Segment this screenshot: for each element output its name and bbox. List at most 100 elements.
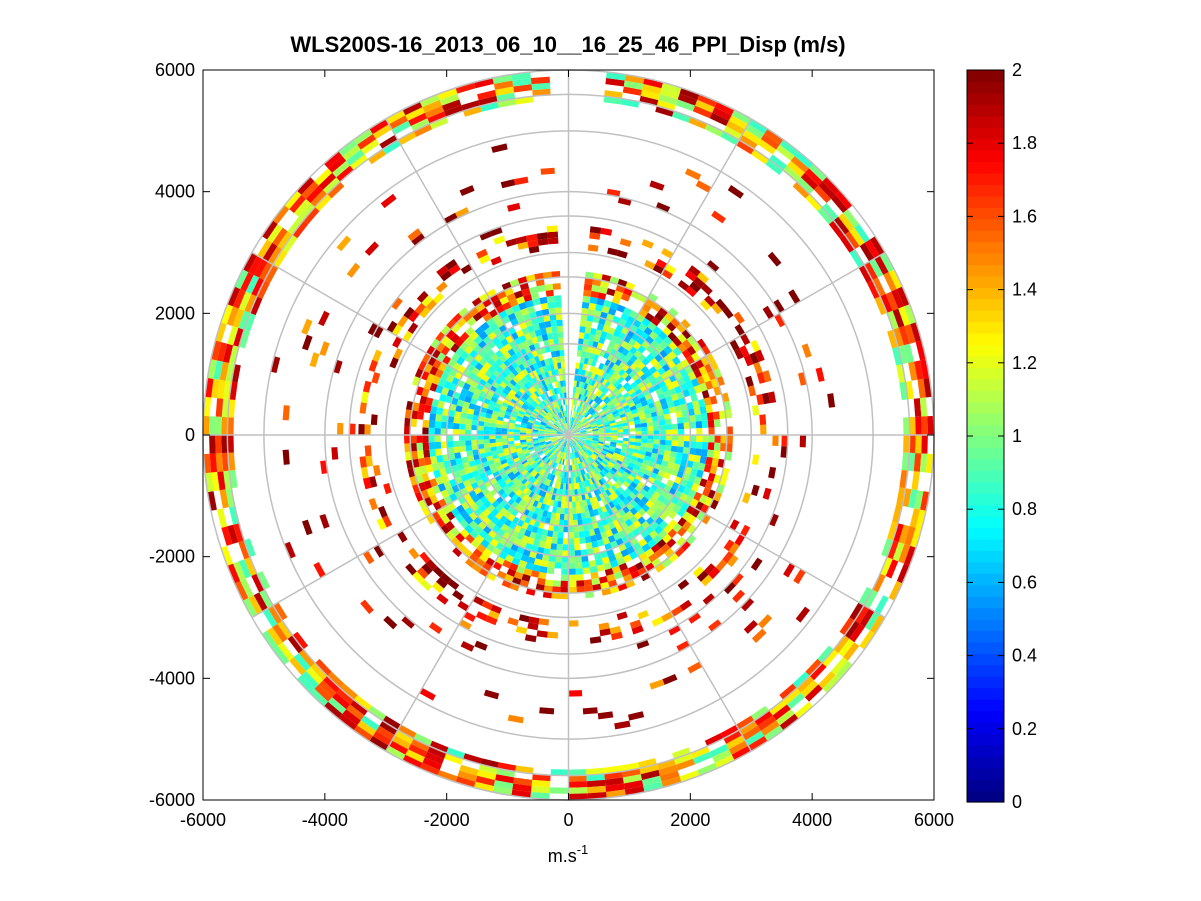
data-cell	[547, 452, 553, 458]
data-cell	[471, 297, 483, 307]
data-cell	[690, 393, 698, 402]
data-cell	[428, 435, 435, 443]
data-cell	[640, 496, 649, 505]
data-cell	[550, 454, 556, 461]
data-cell	[538, 321, 546, 330]
data-cell	[604, 426, 611, 430]
data-cell	[703, 464, 712, 473]
data-cell	[414, 302, 426, 315]
data-cell	[637, 470, 645, 478]
data-cell	[602, 446, 610, 451]
data-cell	[874, 296, 887, 316]
data-cell	[743, 354, 754, 367]
data-cell	[524, 400, 531, 407]
data-cell	[538, 366, 545, 374]
data-cell	[582, 524, 589, 532]
data-cell	[692, 105, 713, 119]
data-cell	[595, 447, 602, 452]
data-cell	[548, 357, 554, 365]
data-cell	[687, 408, 695, 416]
data-cell	[548, 473, 554, 481]
data-cell	[484, 534, 494, 544]
data-cell	[359, 456, 367, 468]
data-cell	[507, 617, 519, 626]
data-cell	[585, 472, 591, 480]
data-cell	[423, 449, 431, 458]
data-cell	[516, 415, 523, 420]
data-cell	[567, 429, 569, 435]
data-cell	[521, 521, 529, 530]
data-cell	[358, 424, 365, 435]
data-cell	[760, 424, 767, 435]
data-cell	[538, 475, 545, 483]
data-cell	[680, 540, 691, 552]
data-cell	[558, 427, 564, 432]
data-cell	[682, 447, 690, 454]
data-cell	[484, 417, 491, 423]
colorbar-band	[967, 744, 1004, 757]
data-cell	[492, 410, 499, 417]
data-cell	[511, 477, 519, 484]
data-cell	[555, 421, 561, 427]
data-cell	[533, 423, 540, 428]
data-cell	[518, 559, 528, 569]
data-cell	[690, 746, 710, 759]
data-cell	[527, 537, 535, 545]
data-cell	[239, 329, 250, 349]
data-cell	[397, 724, 417, 739]
data-cell	[481, 374, 490, 382]
data-cell	[478, 521, 487, 530]
data-cell	[628, 401, 636, 408]
data-cell	[671, 435, 679, 441]
data-cell	[554, 407, 559, 414]
data-cell	[522, 487, 530, 495]
data-cell	[637, 361, 646, 370]
data-cell	[727, 185, 744, 199]
polar-grid-spoke	[567, 434, 752, 752]
data-cell	[733, 311, 745, 324]
data-cell	[568, 620, 579, 627]
data-cell	[540, 379, 547, 387]
data-cell	[379, 720, 398, 736]
data-cell	[478, 764, 498, 775]
data-cell	[639, 467, 647, 474]
data-cell	[711, 210, 726, 224]
data-cell	[622, 86, 642, 96]
data-cell	[474, 499, 484, 508]
data-cell	[644, 312, 655, 322]
data-cell	[581, 307, 589, 315]
data-cell	[553, 462, 558, 470]
data-cell	[512, 407, 520, 413]
data-cell	[663, 413, 671, 420]
data-cell	[779, 713, 799, 731]
data-cell	[370, 414, 378, 425]
data-cell	[228, 505, 239, 525]
data-cell	[562, 550, 569, 557]
data-cell	[913, 398, 922, 417]
data-cell	[783, 165, 801, 182]
data-cell	[225, 488, 235, 508]
data-cell	[529, 357, 537, 365]
data-cell	[455, 346, 465, 357]
data-cell	[556, 436, 563, 438]
data-cell	[553, 441, 559, 446]
data-cell	[487, 504, 496, 513]
data-cell	[446, 318, 457, 330]
data-cell	[696, 375, 705, 385]
data-cell	[272, 623, 288, 643]
data-cell	[541, 554, 550, 562]
data-cell	[608, 368, 615, 376]
data-cell	[215, 416, 222, 435]
data-cell	[621, 490, 629, 499]
data-cell	[585, 542, 593, 550]
data-cell	[496, 768, 516, 778]
data-cell	[257, 239, 273, 259]
data-cell	[839, 234, 855, 253]
data-cell	[661, 611, 674, 622]
data-cell	[499, 471, 508, 479]
data-cell	[575, 451, 579, 458]
data-cell	[600, 330, 608, 339]
data-cell	[530, 477, 537, 485]
data-cell	[553, 525, 559, 532]
data-cell	[572, 446, 575, 453]
